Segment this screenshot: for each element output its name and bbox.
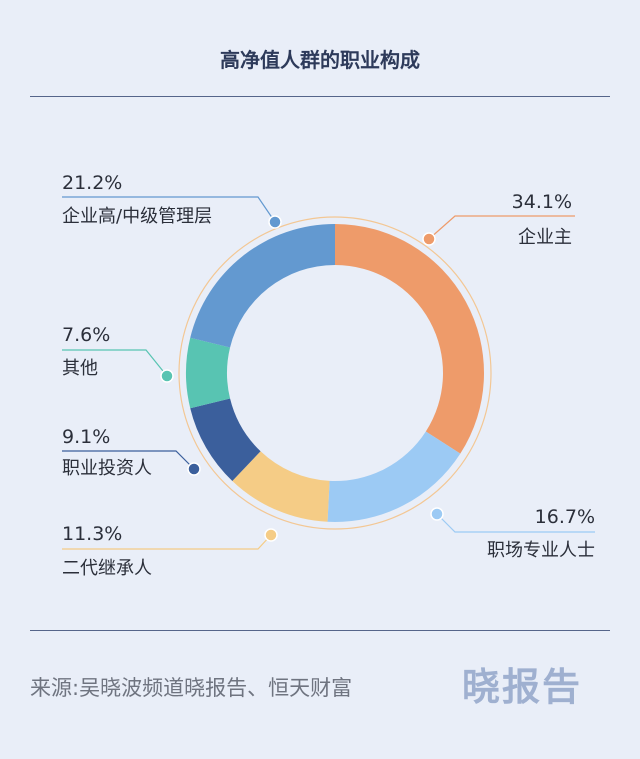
- callout-dot-0: [422, 232, 436, 246]
- chart-title: 高净值人群的职业构成: [220, 48, 420, 72]
- slice-category-label: 二代继承人: [62, 558, 152, 579]
- slice-value-label: 34.1%: [512, 191, 572, 213]
- donut-chart: 34.1% 企业主 16.7% 职场专业人士 11.3% 二代继承人 9.1% 职业投资人 7.…: [62, 172, 595, 579]
- outer-guide-ring: [178, 216, 492, 530]
- slice-value-label: 16.7%: [535, 506, 595, 528]
- slice-value-label: 9.1%: [62, 426, 110, 448]
- callout-line-4: [62, 349, 168, 377]
- callout-dot-3: [187, 462, 201, 476]
- brand-logo: 晓报告: [462, 665, 583, 709]
- donut-slice-3: [190, 398, 261, 481]
- slice-category-label: 企业高/中级管理层: [62, 206, 212, 227]
- callout-line-0: [428, 215, 575, 240]
- slice-category-label: 职场专业人士: [487, 540, 595, 561]
- callout-line-1: [436, 513, 595, 533]
- donut-slice-4: [185, 337, 231, 409]
- slice-category-label: 其他: [62, 358, 98, 379]
- slice-category-label: 职业投资人: [62, 458, 152, 479]
- callout-dot-5: [268, 215, 282, 229]
- callout-line-3: [62, 450, 195, 470]
- top-divider: [30, 96, 610, 97]
- callout-dot-2: [264, 528, 278, 542]
- donut-slice-0: [335, 224, 484, 454]
- donut-slice-1: [327, 431, 461, 523]
- bottom-divider: [30, 630, 610, 631]
- donut-slice-5: [190, 224, 335, 348]
- callout-dot-1: [430, 507, 444, 521]
- slice-category-label: 企业主: [518, 227, 572, 248]
- source-text: 来源:吴晓波频道晓报告、恒天财富: [30, 676, 353, 700]
- donut-slice-2: [232, 451, 330, 522]
- callout-line-5: [62, 196, 276, 223]
- slice-value-label: 7.6%: [62, 324, 110, 346]
- callout-dot-4: [160, 369, 174, 383]
- slice-value-label: 21.2%: [62, 172, 122, 194]
- slice-value-label: 11.3%: [62, 523, 122, 545]
